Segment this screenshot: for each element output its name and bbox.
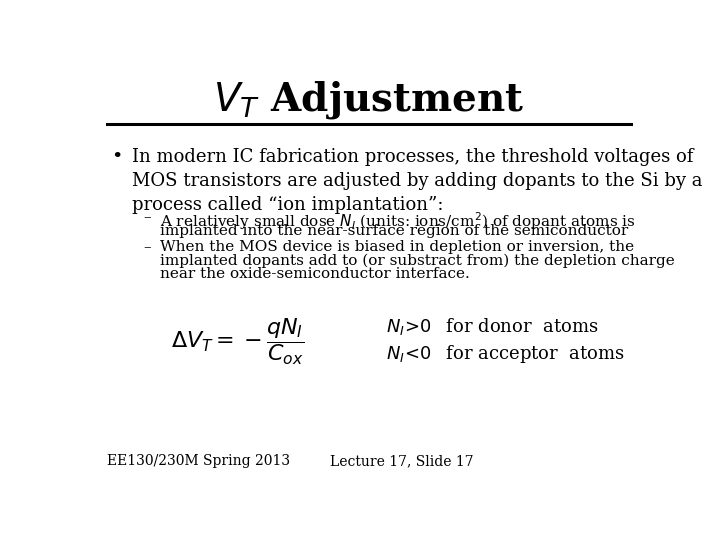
Text: $N_I\!>\!0\,$  for donor  atoms: $N_I\!>\!0\,$ for donor atoms bbox=[386, 316, 598, 338]
Text: near the oxide-semiconductor interface.: near the oxide-semiconductor interface. bbox=[160, 267, 469, 281]
Text: MOS transistors are adjusted by adding dopants to the Si by a: MOS transistors are adjusted by adding d… bbox=[132, 172, 702, 190]
Text: •: • bbox=[111, 148, 122, 166]
Text: A relatively small dose $\mathit{N_I}$ (units: ions/cm$^2$) of dopant atoms is: A relatively small dose $\mathit{N_I}$ (… bbox=[160, 210, 636, 232]
Text: Lecture 17, Slide 17: Lecture 17, Slide 17 bbox=[330, 454, 474, 468]
Text: $\Delta V_T = -\dfrac{qN_I}{C_{ox}}$: $\Delta V_T = -\dfrac{qN_I}{C_{ox}}$ bbox=[171, 316, 305, 367]
Text: –: – bbox=[143, 240, 150, 254]
Text: implanted into the near-surface region of the semiconductor: implanted into the near-surface region o… bbox=[160, 224, 628, 238]
Text: EE130/230M Spring 2013: EE130/230M Spring 2013 bbox=[107, 454, 290, 468]
Text: When the MOS device is biased in depletion or inversion, the: When the MOS device is biased in depleti… bbox=[160, 240, 634, 254]
Text: $N_I\!<\!0\,$  for acceptor  atoms: $N_I\!<\!0\,$ for acceptor atoms bbox=[386, 343, 625, 365]
Text: –: – bbox=[143, 210, 150, 224]
Text: In modern IC fabrication processes, the threshold voltages of: In modern IC fabrication processes, the … bbox=[132, 148, 693, 166]
Text: implanted dopants add to (or substract from) the depletion charge: implanted dopants add to (or substract f… bbox=[160, 254, 675, 268]
Text: process called “ion implantation”:: process called “ion implantation”: bbox=[132, 196, 444, 214]
Text: $\mathit{V}_T$ Adjustment: $\mathit{V}_T$ Adjustment bbox=[213, 79, 525, 121]
